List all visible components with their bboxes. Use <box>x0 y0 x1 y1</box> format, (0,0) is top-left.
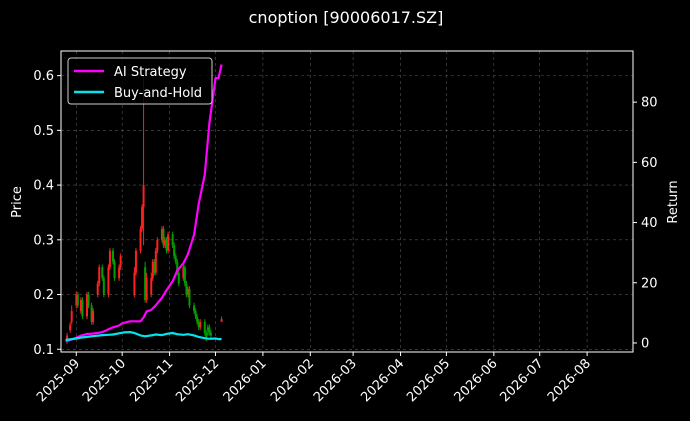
candle-body <box>186 289 189 295</box>
left-y-axis: 0.1 0.2 0.3 0.4 0.5 0.6 <box>33 69 61 358</box>
candle-body <box>108 250 111 268</box>
candle-body <box>113 261 116 279</box>
candle-body <box>90 305 93 322</box>
candle-body <box>171 234 174 246</box>
candle-body <box>176 261 179 273</box>
candle-body <box>92 310 95 322</box>
candle-body <box>96 283 99 295</box>
candle-body <box>199 321 202 328</box>
candle-body <box>177 272 180 284</box>
right-tick-label: 20 <box>641 276 658 291</box>
candle-body <box>86 294 88 317</box>
right-tick-label: 80 <box>641 96 658 111</box>
candle-body <box>134 250 137 273</box>
candle-body <box>150 278 153 295</box>
candle-body <box>156 239 159 251</box>
plot-area-frame <box>60 50 634 353</box>
candle-body <box>174 256 177 262</box>
candle-body <box>167 234 170 251</box>
candle-body <box>205 332 208 339</box>
left-tick-label: 0.2 <box>33 288 54 303</box>
candle-body <box>162 228 165 246</box>
right-tick-label: 0 <box>641 336 649 351</box>
candle-body <box>79 300 82 311</box>
chart-title: cnoption [90006017.SZ] <box>249 8 444 27</box>
candle-body <box>75 294 78 306</box>
candle-body <box>173 245 176 257</box>
candle-body <box>66 335 69 342</box>
left-tick-label: 0.6 <box>33 69 54 84</box>
left-tick-label: 0.4 <box>33 179 54 194</box>
candle-body <box>98 267 101 284</box>
candle-body <box>76 294 79 306</box>
candle-body <box>153 261 156 273</box>
candle-body <box>188 289 191 306</box>
left-tick-label: 0.5 <box>33 124 54 139</box>
candle-body <box>141 206 144 229</box>
left-tick-label: 0.3 <box>33 233 54 248</box>
candle-body <box>144 267 147 301</box>
right-tick-label: 60 <box>641 156 658 171</box>
candle-body <box>119 256 122 268</box>
candle-body <box>220 319 223 322</box>
series-lines <box>65 64 223 343</box>
candle-body <box>185 283 188 295</box>
candle-body <box>154 250 157 273</box>
candle-body <box>193 305 196 311</box>
candle-body <box>203 321 206 333</box>
candle-body <box>139 228 142 251</box>
candle-body <box>142 185 145 207</box>
candle-body <box>151 261 154 279</box>
candle-body <box>102 278 105 295</box>
candle-body <box>69 324 72 331</box>
right-axis-title: Return <box>666 180 681 223</box>
candle-body <box>70 310 73 322</box>
candle-body <box>183 267 186 284</box>
candle-body <box>118 267 121 279</box>
candle-body <box>160 228 163 240</box>
candle-body <box>81 300 84 317</box>
candle-body <box>194 310 197 317</box>
candle-body <box>101 267 104 279</box>
candle-body <box>164 239 166 246</box>
candlesticks <box>66 75 223 344</box>
legend-label-ai-strategy: AI Strategy <box>114 65 187 80</box>
candle-body <box>87 294 90 306</box>
left-axis-title: Price <box>10 186 25 218</box>
candle-body <box>197 321 200 328</box>
left-tick-label: 0.1 <box>33 343 54 358</box>
right-y-axis: 0 20 40 60 80 <box>633 96 658 351</box>
candle-body <box>209 332 212 336</box>
candle-body <box>165 239 168 251</box>
legend: AI Strategy Buy-and-Hold <box>67 57 213 105</box>
candle-body <box>206 327 209 331</box>
candle-body <box>182 267 185 279</box>
legend-label-buy-and-hold: Buy-and-Hold <box>114 86 202 101</box>
candle-body <box>208 327 211 333</box>
candle-body <box>107 267 110 295</box>
candle-body <box>145 278 148 301</box>
candle-body <box>112 250 114 262</box>
buy-and-hold-line <box>65 331 222 342</box>
candle-body <box>196 316 199 322</box>
right-tick-label: 40 <box>641 216 658 231</box>
ai-strategy-line <box>65 64 223 343</box>
candle-body <box>133 272 136 295</box>
